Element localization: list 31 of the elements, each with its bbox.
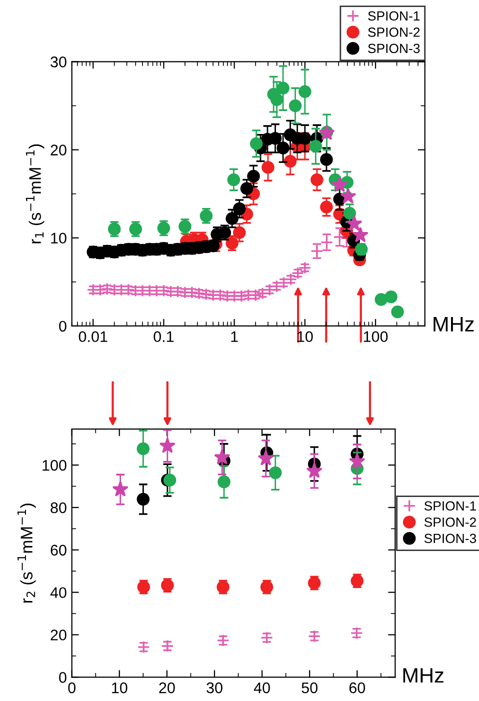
y-tick-label: 100: [42, 460, 66, 471]
y-tick-label: 0: [59, 672, 66, 683]
x-tick-label: 0.01: [78, 331, 108, 342]
y-tick-label: 30: [50, 56, 66, 68]
legend-label: SPION-1: [368, 11, 420, 21]
x-axis-title: MHz: [403, 668, 444, 683]
x-axis-title: MHz: [434, 317, 474, 332]
x-tick-label: 60: [349, 682, 366, 694]
x-tick-label: 0.1: [154, 331, 174, 342]
y-axis-title: r$_{1}$ (s$^{−1}$mM$^{−1}$): [26, 144, 44, 244]
y-tick-label: 20: [50, 630, 66, 640]
legend-label: SPION-2: [368, 28, 420, 37]
x-tick-label: 100: [364, 331, 388, 342]
y-tick-label: 0: [59, 320, 66, 332]
y-tick-label: 40: [50, 587, 66, 598]
legend-label: SPION-1: [424, 501, 476, 511]
y-tick-label: 20: [50, 144, 66, 156]
x-tick-label: 0: [68, 682, 76, 694]
y-axis-title: r$_{2}$ (s$^{−1}$mM$^{−1}$): [17, 504, 36, 603]
x-tick-label: 20: [159, 682, 175, 694]
legend-label: SPION-2: [424, 518, 476, 527]
y-tick-label: 10: [51, 232, 66, 244]
legend-label: SPION-3: [368, 44, 420, 54]
y-tick-label: 60: [50, 544, 66, 556]
legend-label: SPION-3: [424, 534, 476, 544]
x-tick-label: 1: [231, 331, 238, 342]
x-tick-label: 50: [302, 682, 318, 694]
x-tick-label: 40: [254, 682, 270, 694]
y-tick-label: 80: [50, 502, 66, 514]
x-tick-label: 10: [112, 682, 128, 694]
x-tick-label: 30: [206, 682, 222, 694]
